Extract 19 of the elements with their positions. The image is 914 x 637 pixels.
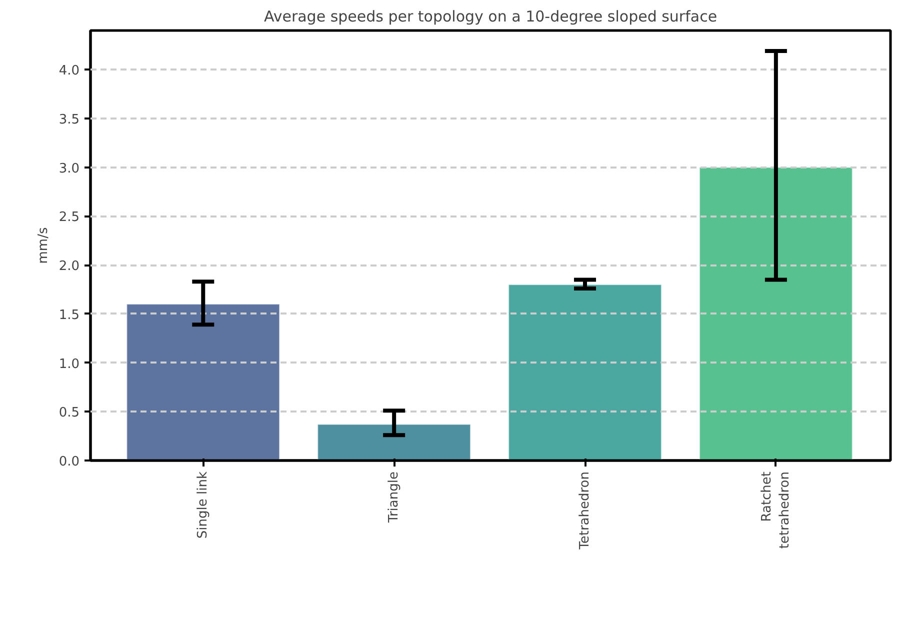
x-tick-label: Tetrahedron bbox=[578, 471, 593, 550]
y-tick-label: 4.0 bbox=[58, 64, 80, 79]
y-tick-label: 3.5 bbox=[58, 112, 80, 128]
y-tick-label: 0.0 bbox=[58, 454, 80, 470]
bar bbox=[126, 304, 280, 460]
y-tick-label: 1.0 bbox=[58, 356, 80, 372]
y-tick-label: 0.5 bbox=[58, 406, 80, 421]
bar bbox=[317, 424, 471, 460]
y-tick-label: 2.0 bbox=[58, 259, 80, 274]
x-tick-label: Single link bbox=[196, 471, 211, 539]
y-tick-label: 1.5 bbox=[58, 308, 80, 323]
x-tick-label: Ratchet tetrahedron bbox=[759, 471, 792, 549]
y-tick-label: 3.0 bbox=[58, 161, 80, 176]
chart-title: Average speeds per topology on a 10-degree sloped surface bbox=[264, 8, 718, 26]
y-tick-label: 2.5 bbox=[58, 210, 80, 226]
bar bbox=[699, 166, 853, 460]
bar bbox=[508, 284, 662, 460]
x-tick-label: Triangle bbox=[386, 471, 402, 524]
y-axis-title: mm/s bbox=[36, 227, 51, 264]
